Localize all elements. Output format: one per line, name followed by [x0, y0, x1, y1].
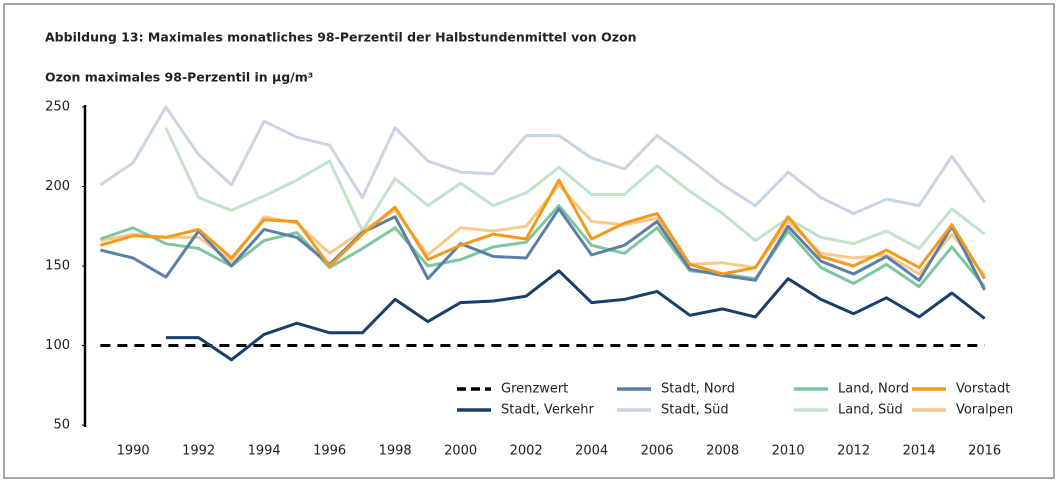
y-tick-label: 250 — [45, 100, 70, 115]
x-tick-label: 2004 — [575, 444, 608, 459]
x-tick-label: 1990 — [117, 444, 150, 459]
x-tick-label: 2014 — [903, 444, 936, 459]
x-tick-label: 2008 — [706, 444, 739, 459]
series-line — [99, 178, 986, 280]
legend-label: Stadt, Süd — [661, 403, 729, 418]
x-tick-label: 2010 — [772, 444, 805, 459]
y-axis-label: Ozon maximales 98-Perzentil in µg/m³ — [45, 70, 313, 85]
legend-label: Stadt, Nord — [661, 382, 735, 397]
series-line — [164, 127, 986, 250]
legend-label: Grenzwert — [501, 382, 568, 397]
x-tick-label: 1996 — [313, 444, 346, 459]
frame — [3, 3, 1055, 479]
legend-label: Stadt, Verkehr — [501, 403, 594, 418]
legend-label: Voralpen — [956, 403, 1013, 418]
series-line — [99, 105, 986, 215]
legend-label: Vorstadt — [956, 382, 1010, 397]
series-line — [100, 207, 986, 291]
x-tick-label: 1998 — [379, 444, 412, 459]
x-tick-label: 2000 — [444, 444, 477, 459]
x-tick-label: 2002 — [510, 444, 543, 459]
x-tick-label: 1992 — [182, 444, 215, 459]
x-tick-label: 2012 — [837, 444, 870, 459]
x-tick-label: 2006 — [641, 444, 674, 459]
series-line — [99, 204, 986, 289]
series-line — [100, 183, 986, 277]
y-tick-label: 150 — [45, 259, 70, 274]
y-tick-label: 200 — [45, 179, 70, 194]
x-tick-label: 2016 — [968, 444, 1001, 459]
y-tick-label: 50 — [53, 418, 70, 433]
series-line — [165, 269, 986, 362]
y-tick-label: 100 — [45, 338, 70, 353]
chart-title: Abbildung 13: Maximales monatliches 98-P… — [45, 30, 637, 45]
x-tick-label: 1994 — [248, 444, 281, 459]
legend-label: Land, Nord — [838, 382, 909, 397]
legend-label: Land, Süd — [838, 403, 903, 418]
